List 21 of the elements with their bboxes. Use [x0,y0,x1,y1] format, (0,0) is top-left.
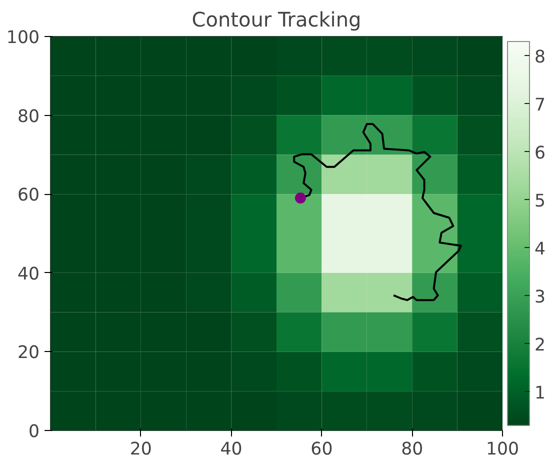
y-tick-label: 80 [17,106,40,127]
color-bar-label: 8 [534,47,546,68]
y-tick-label: 100 [6,28,40,48]
x-tick-label: 100 [486,440,520,460]
y-tick-label: 0 [28,422,40,442]
x-tick-label: 60 [310,440,333,460]
color-bar-label: 7 [534,95,546,116]
color-bar-label: 6 [534,143,546,164]
color-bar-label: 5 [534,191,546,212]
x-tick-label: 80 [401,440,424,460]
color-bar-label: 2 [534,335,546,356]
y-tick-label: 20 [17,343,40,364]
y-tick-label: 40 [17,264,40,284]
x-tick-label: 40 [220,440,242,460]
x-tick-label: 20 [130,440,152,460]
y-tick-label: 60 [17,186,40,206]
line-series [293,122,462,302]
chart-title: Contour Tracking [192,8,362,32]
color-bar-label: 4 [534,239,546,260]
color-bar-label: 3 [534,287,546,308]
color-bar-label: 1 [534,383,546,404]
